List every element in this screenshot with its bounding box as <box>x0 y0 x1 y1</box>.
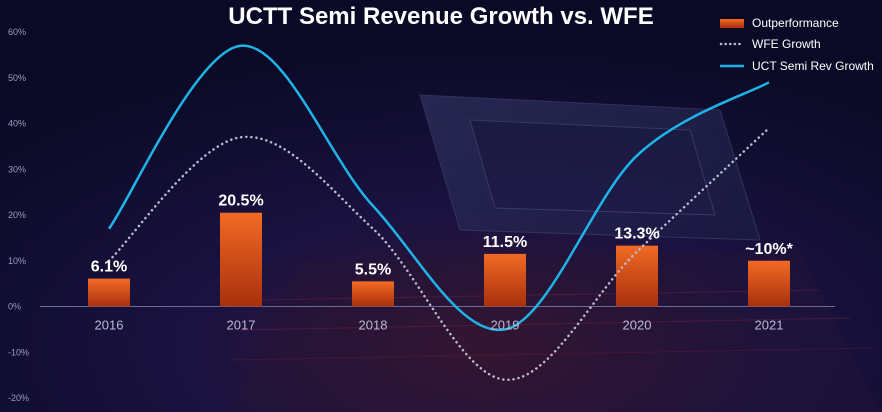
bar-2020 <box>616 245 658 307</box>
y-axis: 60% 50% 40% 30% 20% 10% 0% -10% -20% <box>8 27 29 403</box>
bar-2016 <box>88 278 130 307</box>
x-tick-label: 2019 <box>491 318 520 333</box>
legend-swatch-outperformance <box>720 19 744 28</box>
data-label: 5.5% <box>355 261 391 278</box>
y-tick-label: 20% <box>8 210 26 220</box>
data-label: 20.5% <box>218 193 263 210</box>
data-label: ~10%* <box>745 241 793 258</box>
y-tick-label: 10% <box>8 256 26 266</box>
y-tick-label: 30% <box>8 164 26 174</box>
data-label: 6.1% <box>91 259 127 276</box>
bar-2017 <box>220 212 262 307</box>
y-tick-label: 40% <box>8 119 26 129</box>
data-labels: 6.1% 20.5% 5.5% 11.5% 13.3% ~10%* <box>91 193 794 279</box>
data-label: 11.5% <box>483 234 527 251</box>
y-tick-label: 0% <box>8 302 21 312</box>
x-tick-label: 2016 <box>95 318 124 333</box>
outperformance-bars <box>88 212 790 307</box>
x-tick-label: 2017 <box>227 318 256 333</box>
series-line-uct-semi-rev-growth <box>107 44 770 332</box>
chart-title: UCTT Semi Revenue Growth vs. WFE <box>228 3 653 30</box>
y-tick-label: 50% <box>8 73 26 83</box>
y-tick-label: -10% <box>8 347 29 357</box>
y-tick-label: 60% <box>8 27 26 37</box>
legend-label-outperformance: Outperformance <box>752 16 839 30</box>
x-tick-label: 2018 <box>359 318 388 333</box>
legend: Outperformance WFE Growth UCT Semi Rev G… <box>719 16 874 73</box>
series-line-wfe-growth <box>107 126 771 381</box>
bar-2019 <box>484 253 526 307</box>
x-tick-label: 2020 <box>623 318 652 333</box>
y-tick-label: -20% <box>8 393 29 403</box>
bar-2021 <box>748 260 790 307</box>
x-axis: 2016 2017 2018 2019 2020 2021 <box>95 318 784 333</box>
data-label: 13.3% <box>614 226 659 243</box>
legend-label-wfe-growth: WFE Growth <box>752 37 821 51</box>
legend-label-uct-semi-rev-growth: UCT Semi Rev Growth <box>752 59 874 73</box>
bar-2018 <box>352 281 394 307</box>
x-tick-label: 2021 <box>755 318 784 333</box>
